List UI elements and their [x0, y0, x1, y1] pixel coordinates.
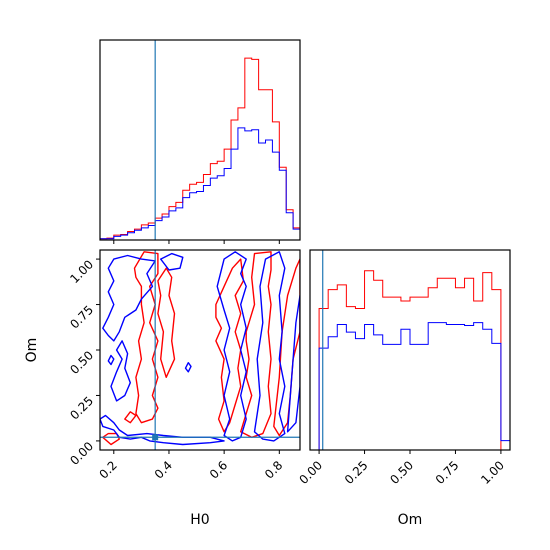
h0-histogram-series-2 [100, 127, 300, 240]
contour-11 [110, 340, 132, 402]
x-axis-label-h0: H0 [190, 512, 209, 528]
om-histogram-series-2 [310, 322, 510, 450]
contour-2 [157, 267, 176, 378]
y-axis-label-om: Om [24, 338, 40, 363]
x-axis-label-om: Om [398, 512, 423, 528]
contour-4 [239, 251, 272, 438]
contour-12 [216, 251, 247, 442]
contour-16 [107, 354, 115, 366]
contour-7 [124, 411, 137, 424]
contour-15 [184, 362, 192, 373]
contour-14 [286, 294, 300, 433]
joint-truth-marker [152, 434, 159, 441]
contour-13 [253, 251, 286, 442]
h0-histogram-frame [99, 39, 301, 241]
contour-9 [159, 252, 184, 271]
h0-histogram-series-1 [100, 57, 300, 240]
h0-histogram-panel [99, 39, 301, 244]
om-histogram-series-1 [310, 270, 510, 450]
